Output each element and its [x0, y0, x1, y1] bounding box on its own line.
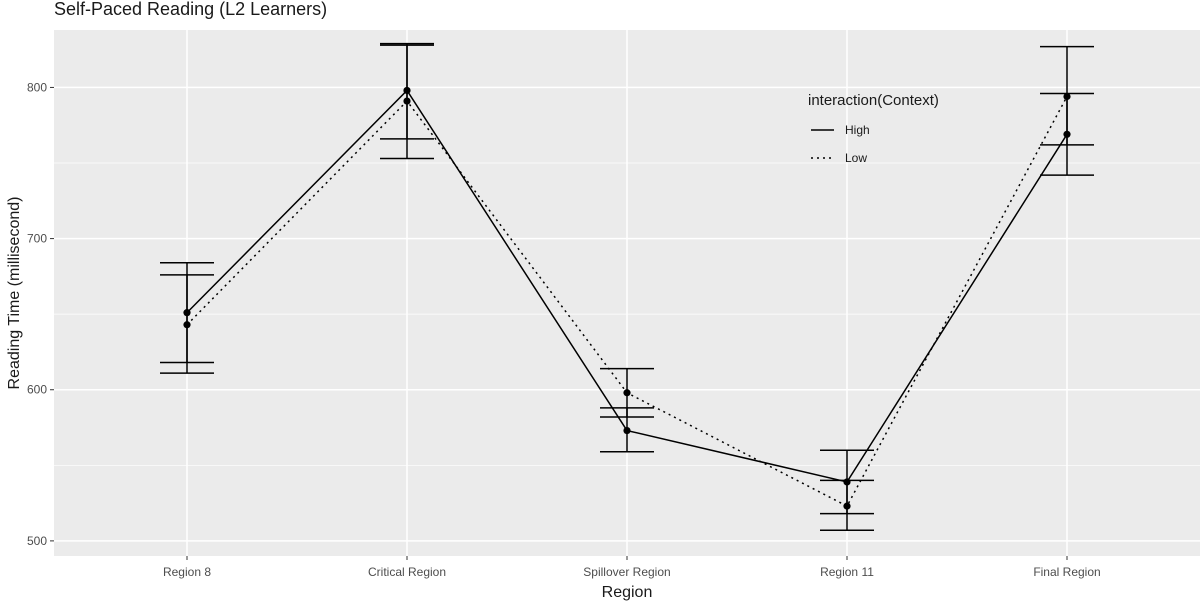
legend-title: interaction(Context)	[808, 92, 939, 109]
y-tick-label: 600	[27, 383, 47, 397]
y-axis: 500 600 700 800	[27, 80, 54, 548]
data-point	[403, 97, 411, 105]
data-point	[183, 321, 191, 329]
x-tick-label: Final Region	[1033, 565, 1100, 579]
data-point	[623, 389, 631, 397]
x-axis: Region 8 Critical Region Spillover Region R…	[163, 556, 1101, 579]
y-tick-label: 700	[27, 232, 47, 246]
y-tick-label: 500	[27, 534, 47, 548]
y-tick-label: 800	[27, 80, 47, 94]
chart-title: Self-Paced Reading (L2 Learners)	[54, 0, 327, 19]
x-tick-label: Region 11	[820, 565, 874, 579]
x-axis-title: Region	[602, 584, 653, 601]
legend: interaction(Context) High Low	[808, 92, 939, 165]
x-tick-label: Spillover Region	[583, 565, 670, 579]
series-low	[160, 44, 1094, 532]
series-layer	[160, 42, 1094, 532]
data-point	[1063, 92, 1071, 101]
data-point	[843, 502, 851, 510]
x-tick-label: Region 8	[163, 565, 211, 579]
legend-label-low: Low	[845, 151, 867, 165]
legend-label-high: High	[845, 123, 870, 137]
data-point	[623, 426, 631, 435]
x-tick-label: Critical Region	[368, 565, 446, 579]
y-axis-title: Reading Time (millisecond)	[6, 197, 23, 390]
